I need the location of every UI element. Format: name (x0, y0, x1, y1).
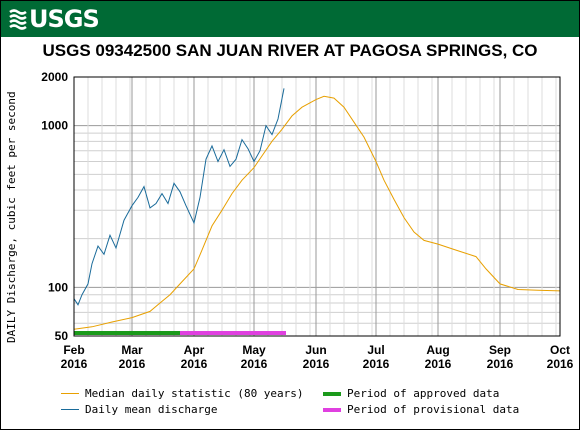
x-tick-label: Aug 2016 (425, 343, 452, 371)
y-tick-label: 2000 (41, 70, 68, 84)
chart-title: USGS 09342500 SAN JUAN RIVER AT PAGOSA S… (42, 41, 538, 60)
period-bar (74, 331, 180, 335)
y-tick-label: 50 (55, 329, 69, 343)
usgs-logo-text: USGS (29, 5, 100, 33)
plot-area-border (73, 76, 561, 337)
x-tick-label: Jun 2016 (303, 343, 330, 371)
period-bar (180, 331, 286, 335)
legend-median-label: Median daily statistic (80 years) (85, 387, 304, 400)
usgs-banner: USGS (1, 1, 579, 37)
series-lines (73, 88, 561, 330)
legend-provisional: Period of provisional data (323, 403, 519, 416)
x-tick-label: Feb 2016 (61, 343, 88, 371)
x-tick-label: Apr 2016 (181, 343, 208, 371)
x-tick-label: May 2016 (241, 343, 268, 371)
legend-approved: Period of approved data (323, 387, 499, 400)
legend-provisional-swatch (323, 407, 341, 412)
usgs-wave-icon (9, 9, 27, 30)
legend-median-swatch (61, 393, 79, 394)
legend-median: Median daily statistic (80 years) (61, 387, 304, 400)
y-tick-label: 1000 (41, 119, 68, 133)
x-tick-label: Mar 2016 (119, 343, 146, 371)
series-line (73, 95, 561, 330)
series-line (73, 88, 285, 306)
legend-daily-label: Daily mean discharge (85, 403, 218, 416)
legend-approved-swatch (323, 391, 341, 396)
legend-daily-swatch (61, 409, 79, 410)
x-tick-label: Jul 2016 (363, 343, 390, 371)
y-tick-label: 100 (48, 280, 68, 294)
usgs-logo: USGS (9, 5, 100, 33)
period-bars (74, 331, 286, 335)
grid (73, 76, 561, 337)
legend-approved-label: Period of approved data (347, 387, 500, 400)
x-tick-label: Sep 2016 (487, 343, 514, 371)
legend-provisional-label: Period of provisional data (347, 403, 520, 416)
x-tick-label: Oct 2016 (547, 343, 574, 371)
legend-daily: Daily mean discharge (61, 403, 217, 416)
y-tick-labels: 50 100 1000 2000 (41, 70, 68, 343)
x-tick-labels: Feb 2016 Mar 2016 Apr 2016 May 2016 Jun 2016 Jul 20… (61, 343, 574, 371)
